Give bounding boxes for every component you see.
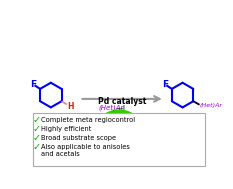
Text: F: F: [162, 80, 168, 89]
Text: Complete meta regiocontrol: Complete meta regiocontrol: [41, 118, 135, 123]
Text: Also applicable to anisoles: Also applicable to anisoles: [41, 144, 130, 150]
Text: ✓: ✓: [33, 133, 41, 143]
Text: ✓: ✓: [33, 143, 41, 152]
Text: ✓: ✓: [33, 115, 41, 125]
Text: —I: —I: [117, 105, 126, 111]
Ellipse shape: [109, 129, 129, 143]
Text: (Het)Ar: (Het)Ar: [199, 103, 223, 108]
Text: CO: CO: [111, 131, 124, 140]
Text: Broad substrate scope: Broad substrate scope: [41, 135, 116, 141]
Text: Pd catalyst: Pd catalyst: [98, 98, 146, 106]
Text: 2: 2: [121, 135, 126, 139]
Text: (Het)Ar: (Het)Ar: [99, 105, 124, 112]
FancyBboxPatch shape: [33, 113, 206, 166]
Text: Highly efficient: Highly efficient: [41, 126, 91, 132]
Text: F: F: [30, 80, 36, 89]
Text: and acetals: and acetals: [41, 151, 79, 157]
Text: H: H: [68, 102, 74, 111]
Text: ✓: ✓: [33, 124, 41, 134]
